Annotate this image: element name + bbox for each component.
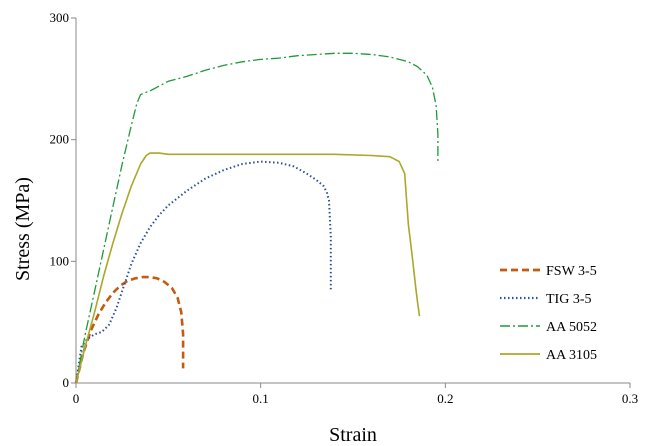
y-tick-label: 100 bbox=[50, 253, 70, 268]
axes: 0 100 200 300 0 0.1 0.2 0.3 bbox=[50, 10, 639, 406]
y-tick-label: 0 bbox=[63, 375, 70, 390]
legend: FSW 3-5 TIG 3-5 AA 5052 AA 3105 bbox=[500, 264, 597, 363]
series-line-aa-3105 bbox=[75, 152, 421, 384]
series-line-fsw-3-5 bbox=[74, 275, 185, 384]
x-tick-label: 0.3 bbox=[622, 391, 638, 406]
series-line-tig-3-5 bbox=[75, 160, 332, 384]
x-tick-label: 0 bbox=[73, 391, 80, 406]
legend-label: FSW 3-5 bbox=[546, 264, 597, 279]
x-tick-label: 0.2 bbox=[437, 391, 453, 406]
series-layer bbox=[74, 52, 439, 384]
legend-label: AA 3105 bbox=[546, 348, 597, 363]
y-tick-label: 200 bbox=[50, 132, 70, 147]
x-axis-title: Strain bbox=[329, 424, 377, 446]
x-tick-label: 0.1 bbox=[253, 391, 269, 406]
y-tick-label: 300 bbox=[50, 10, 70, 25]
series-line-aa-5052 bbox=[75, 52, 439, 384]
legend-label: TIG 3-5 bbox=[546, 292, 592, 307]
y-axis-title: Stress (MPa) bbox=[12, 177, 34, 281]
legend-label: AA 5052 bbox=[546, 320, 597, 335]
